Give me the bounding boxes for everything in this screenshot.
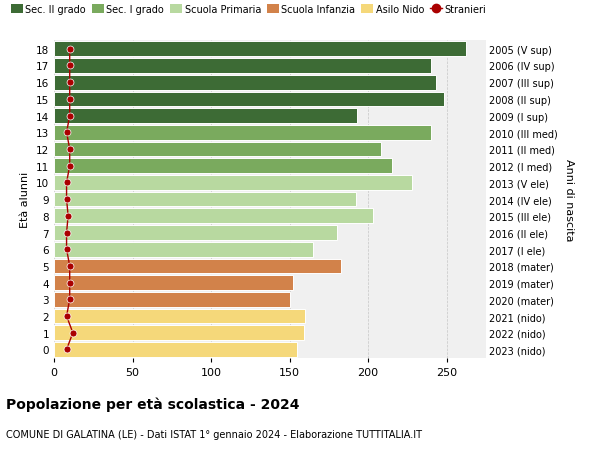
Bar bbox=[54, 292, 290, 307]
Bar bbox=[54, 276, 293, 291]
Text: Popolazione per età scolastica - 2024: Popolazione per età scolastica - 2024 bbox=[6, 397, 299, 412]
Point bbox=[65, 46, 74, 53]
Point bbox=[65, 263, 74, 270]
Point bbox=[62, 313, 71, 320]
Bar bbox=[54, 342, 298, 357]
Legend: Sec. II grado, Sec. I grado, Scuola Primaria, Scuola Infanzia, Asilo Nido, Stran: Sec. II grado, Sec. I grado, Scuola Prim… bbox=[11, 5, 487, 15]
Point bbox=[65, 146, 74, 153]
Bar bbox=[54, 192, 356, 207]
Bar bbox=[54, 176, 412, 190]
Bar bbox=[54, 142, 381, 157]
Point bbox=[65, 296, 74, 303]
Point bbox=[65, 96, 74, 103]
Point bbox=[65, 112, 74, 120]
Bar bbox=[54, 226, 337, 241]
Point bbox=[68, 330, 77, 337]
Bar bbox=[54, 159, 392, 174]
Point bbox=[65, 62, 74, 70]
Point bbox=[64, 213, 73, 220]
Bar bbox=[54, 109, 357, 123]
Bar bbox=[54, 59, 431, 73]
Point bbox=[62, 179, 71, 187]
Point bbox=[62, 129, 71, 137]
Y-axis label: Anni di nascita: Anni di nascita bbox=[564, 158, 574, 241]
Bar bbox=[54, 92, 443, 107]
Point bbox=[65, 79, 74, 87]
Y-axis label: Età alunni: Età alunni bbox=[20, 172, 31, 228]
Bar bbox=[54, 126, 431, 140]
Point bbox=[65, 280, 74, 287]
Point bbox=[62, 196, 71, 203]
Bar bbox=[54, 259, 341, 274]
Point bbox=[65, 162, 74, 170]
Point bbox=[62, 246, 71, 253]
Point bbox=[62, 230, 71, 237]
Bar bbox=[54, 309, 305, 324]
Bar bbox=[54, 326, 304, 341]
Bar bbox=[54, 76, 436, 90]
Bar bbox=[54, 42, 466, 57]
Bar bbox=[54, 209, 373, 224]
Text: COMUNE DI GALATINA (LE) - Dati ISTAT 1° gennaio 2024 - Elaborazione TUTTITALIA.I: COMUNE DI GALATINA (LE) - Dati ISTAT 1° … bbox=[6, 429, 422, 439]
Point bbox=[62, 346, 71, 353]
Bar bbox=[54, 242, 313, 257]
